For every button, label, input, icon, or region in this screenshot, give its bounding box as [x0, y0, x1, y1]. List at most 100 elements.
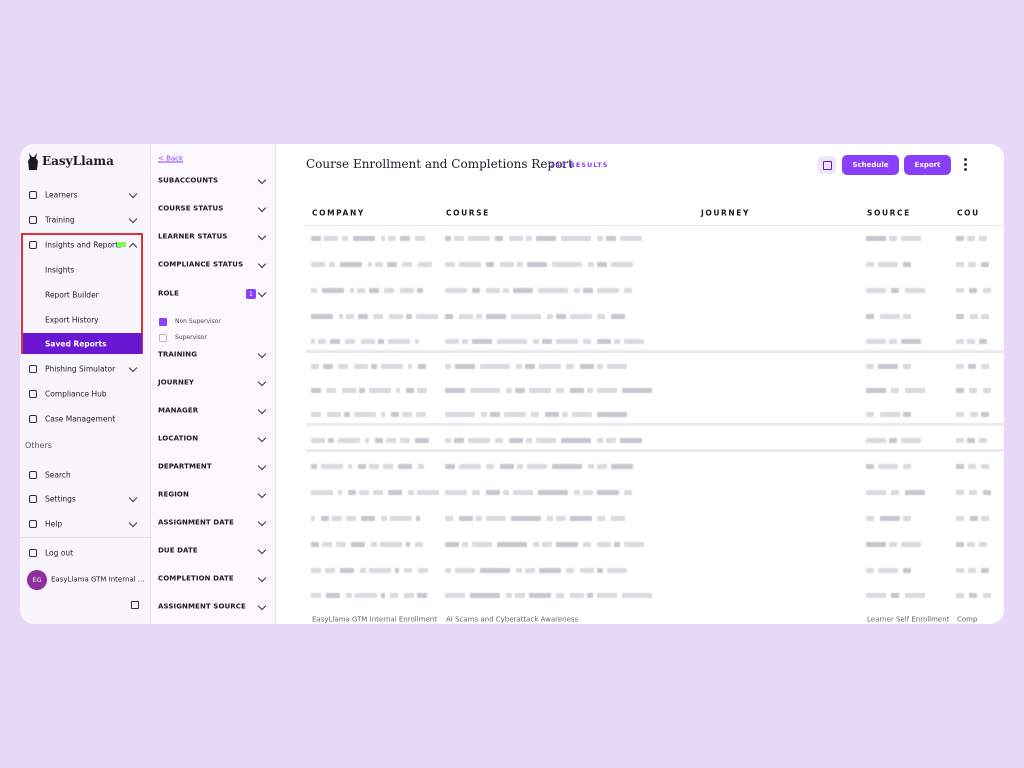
checkbox[interactable]	[159, 334, 167, 342]
nav-item[interactable]: Compliance Hub	[45, 389, 107, 399]
blurred-cell	[956, 412, 964, 417]
checkbox[interactable]	[159, 318, 167, 326]
blurred-cell	[383, 464, 393, 469]
nav-item[interactable]: Insights	[45, 265, 75, 275]
filter-section[interactable]: DUE DATE	[158, 546, 198, 555]
blurred-cell	[400, 438, 410, 443]
filter-section[interactable]: COURSE STATUS	[158, 204, 224, 213]
nav-item[interactable]: Insights and Reports	[45, 240, 122, 250]
column-header[interactable]: COURSE	[446, 208, 490, 218]
blurred-cell	[396, 388, 400, 393]
checkbox-label[interactable]: Non Supervisor	[175, 318, 221, 325]
checkbox-label[interactable]: Supervisor	[175, 334, 208, 341]
filter-section[interactable]: ASSIGNMENT DATE	[158, 518, 234, 527]
chevron	[257, 573, 267, 583]
blurred-cell	[509, 438, 523, 443]
nav-item[interactable]: Report Builder	[45, 290, 99, 300]
blurred-cell	[880, 412, 900, 417]
blurred-cell	[517, 262, 523, 267]
filter-section[interactable]: SUBACCOUNTS	[158, 176, 219, 185]
more-menu[interactable]	[964, 158, 967, 161]
blurred-cell	[552, 262, 582, 267]
blurred-cell	[905, 593, 925, 598]
blurred-cell	[418, 364, 426, 369]
blurred-cell	[445, 388, 465, 393]
columns-button[interactable]	[818, 156, 836, 174]
blurred-cell	[459, 464, 481, 469]
action-button[interactable]: Schedule	[842, 155, 899, 175]
blurred-cell	[983, 593, 991, 598]
blurred-cell	[375, 438, 383, 443]
nav-item[interactable]: Search	[45, 470, 71, 480]
blurred-cell	[968, 364, 976, 369]
blurred-cell	[415, 542, 423, 547]
nav-item[interactable]: Help	[45, 519, 63, 529]
column-header[interactable]: SOURCE	[867, 208, 911, 218]
blurred-cell	[967, 542, 975, 547]
blurred-cell	[562, 412, 568, 417]
blurred-cell	[504, 412, 526, 417]
nav-item[interactable]: Learners	[45, 190, 78, 200]
blurred-cell	[969, 593, 977, 598]
blurred-cell	[981, 412, 989, 417]
blurred-cell	[353, 236, 375, 241]
filter-section[interactable]: COMPLIANCE STATUS	[158, 260, 244, 269]
logout[interactable]: Log out	[45, 548, 74, 558]
blurred-cell	[517, 464, 523, 469]
nav-item[interactable]: Phishing Simulator	[45, 364, 116, 374]
row-stripe	[306, 350, 1004, 353]
blurred-cell	[574, 490, 580, 495]
column-header[interactable]: COU	[957, 208, 980, 218]
blurred-cell	[891, 288, 899, 293]
blurred-cell	[979, 542, 987, 547]
filter-section[interactable]: LOCATION	[158, 434, 199, 443]
blurred-cell	[311, 516, 315, 521]
blurred-cell	[495, 438, 503, 443]
blurred-cell	[583, 339, 591, 344]
blurred-cell	[527, 262, 547, 267]
blurred-cell	[968, 464, 976, 469]
nav-item[interactable]: Settings	[45, 494, 76, 504]
filter-section[interactable]: ROLE	[158, 289, 179, 298]
back-link[interactable]: < Back	[158, 154, 184, 163]
report-view: Course Enrollment and Completions Report…	[276, 144, 1004, 624]
blurred-cell	[445, 542, 459, 547]
blurred-cell	[866, 412, 874, 417]
action-button[interactable]: Export	[904, 155, 951, 175]
nav-item[interactable]: Case Management	[45, 414, 116, 424]
blurred-cell	[588, 464, 594, 469]
filter-section[interactable]: ASSIGNMENT SOURCE	[158, 602, 246, 611]
blurred-cell	[360, 568, 366, 573]
blurred-cell	[406, 388, 414, 393]
blurred-cell	[348, 464, 352, 469]
blurred-cell	[956, 516, 964, 521]
filter-section[interactable]: COMPLETION DATE	[158, 574, 234, 583]
column-header[interactable]: COMPANY	[312, 208, 365, 218]
column-header[interactable]: JOURNEY	[701, 208, 751, 218]
filter-section[interactable]: LEARNER STATUS	[158, 232, 228, 241]
blurred-cell	[566, 568, 574, 573]
blurred-cell	[369, 464, 379, 469]
blurred-cell	[342, 388, 356, 393]
blurred-cell	[417, 490, 439, 495]
nav-icon	[29, 549, 37, 557]
filter-section[interactable]: MANAGER	[158, 406, 199, 415]
blurred-cell	[408, 490, 414, 495]
user-name[interactable]: EasyLlama GTM Internal ...	[51, 575, 145, 584]
blurred-cell	[967, 438, 975, 443]
blurred-cell	[345, 339, 355, 344]
chevron	[128, 363, 138, 373]
filter-section[interactable]: TRAINING	[158, 350, 198, 359]
filter-section[interactable]: DEPARTMENT	[158, 462, 212, 471]
nav-item[interactable]: Export History	[45, 315, 99, 325]
nav-item[interactable]: Saved Reports	[45, 339, 107, 349]
filter-section[interactable]: JOURNEY	[158, 378, 195, 387]
blurred-cell	[476, 314, 482, 319]
blurred-cell	[901, 339, 921, 344]
nav-icon	[29, 191, 37, 199]
nav-item[interactable]: Training	[45, 215, 75, 225]
filter-section[interactable]: REGION	[158, 490, 189, 499]
blurred-cell	[381, 364, 403, 369]
collapse-button[interactable]	[131, 601, 139, 609]
blurred-cell	[515, 593, 525, 598]
